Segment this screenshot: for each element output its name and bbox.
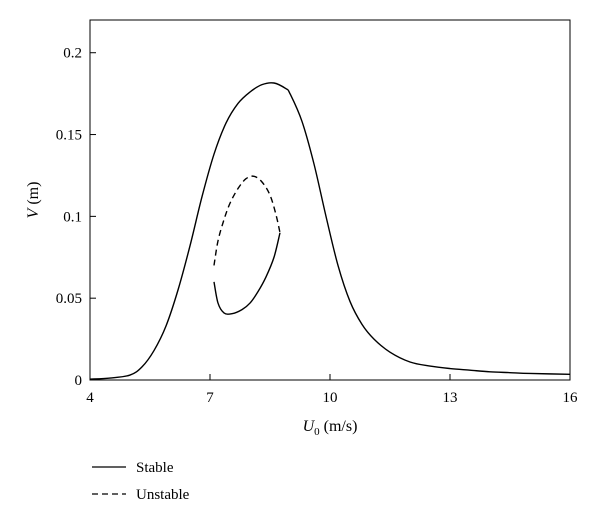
y-tick-label: 0.2 <box>63 46 82 62</box>
y-axis-label-unit: (m) <box>25 182 42 209</box>
axis-ticks <box>89 52 571 381</box>
y-axis-label: V (m) <box>25 182 42 219</box>
plot-frame <box>89 19 571 381</box>
x-axis-label-main: U <box>303 418 316 435</box>
legend-stable-label: Stable <box>136 460 174 476</box>
x-tick-label: 16 <box>563 390 579 406</box>
y-axis-label-main: V <box>25 206 42 218</box>
x-tick-label: 7 <box>206 390 214 406</box>
x-tick-label: 13 <box>443 390 458 406</box>
axis-tick-labels: 4 7 10 13 16 0 0.05 0.1 0.15 0.2 <box>56 46 578 406</box>
x-tick-label: 10 <box>323 390 338 406</box>
legend-unstable-label: Unstable <box>136 487 190 503</box>
legend: Stable Unstable <box>92 460 190 503</box>
y-tick-label: 0.05 <box>56 291 82 307</box>
stable-series-line <box>89 82 571 380</box>
y-tick-label: 0.15 <box>56 128 82 144</box>
unstable-series-line <box>213 175 281 266</box>
y-tick-label: 0.1 <box>63 209 82 225</box>
x-axis-label-sub: 0 <box>314 426 320 438</box>
x-axis-label-unit: (m/s) <box>320 418 358 435</box>
series-group <box>89 82 571 380</box>
y-tick-label: 0 <box>75 373 83 389</box>
x-tick-label: 4 <box>86 390 94 406</box>
x-axis-label: U0 (m/s) <box>303 418 358 438</box>
stable-loop-line <box>213 232 281 315</box>
